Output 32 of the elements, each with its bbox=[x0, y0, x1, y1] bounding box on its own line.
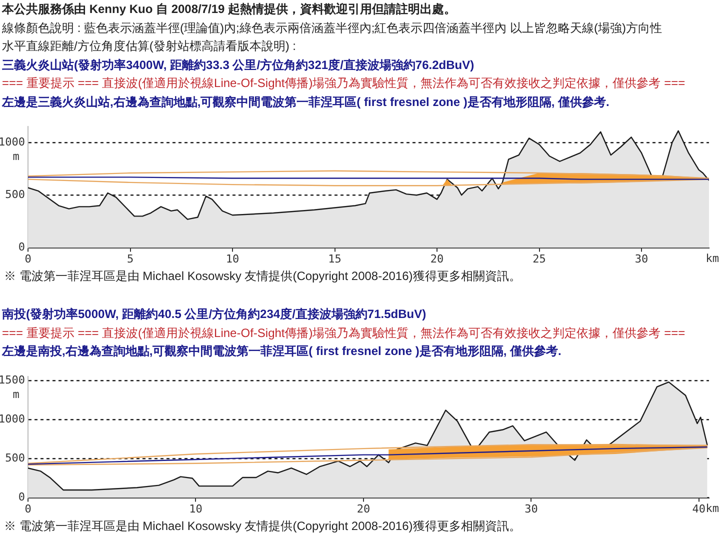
x-tick-label: 15 bbox=[328, 252, 342, 266]
x-tick-label: 40 bbox=[692, 502, 706, 515]
x-tick-label: 30 bbox=[634, 252, 648, 266]
y-tick-label: 1000 bbox=[0, 135, 25, 148]
chart-title: 南投(發射功率5000W, 距離約40.5 公里/方位角約234度/直接波場強約71.5dBuV) bbox=[1, 306, 428, 323]
text: ※ 電波第一菲涅耳區是由 Michael Kosowsky 友情提供(Copyright 2008-2016)獲得更多相關資訊。 bbox=[3, 518, 522, 534]
y-tick-label: 500 bbox=[5, 451, 25, 464]
text: 左邊是三義火炎山站,右邊為查詢地點,可觀察中間電波第一菲涅耳區( first fresnel zone )是否有地形阻隔, 僅供參考. bbox=[0, 94, 610, 110]
x-tick-label: 30 bbox=[524, 502, 538, 515]
x-tick-label: 10 bbox=[189, 502, 202, 515]
text: ※ 電波第一菲涅耳區是由 Michael Kosowsky 友情提供(Copyright 2008-2016)獲得更多相關資訊。 bbox=[3, 268, 522, 285]
chart-title: 三義火炎山站(發射功率3400W, 距離約33.3 公里/方位角約321度/直接波場強約76.2dBuV) bbox=[1, 56, 476, 74]
x-tick-label: 25 bbox=[532, 252, 546, 266]
chart-subtitle: === 重要提示 === 直接波(僅適用於視線Line-Of-Sight傳播)場強乃為實驗性質，無法作為可否有效接收之判定依據，僅供參考 === bbox=[1, 324, 686, 342]
x-axis-title: km bbox=[706, 252, 720, 266]
x-axis-title: km bbox=[706, 502, 720, 515]
text: 左邊是南投,右邊為查詢地點,可觀察中間電波第一菲涅耳區( first fresnel zone )是否有地形阻隔, 僅供參考. bbox=[0, 343, 562, 360]
y-tick-label: 1500 bbox=[0, 372, 25, 386]
text: 線條顏色說明 : 藍色表示涵蓋半徑(理論值)內;綠色表示兩倍涵蓋半徑內;紅色表示四倍涵蓋半徑內 以上皆忽略天線(場強)方向性 bbox=[1, 20, 663, 36]
x-tick-label: 20 bbox=[430, 252, 444, 266]
y-tick-label: 500 bbox=[5, 188, 25, 201]
y-tick-label: 0 bbox=[18, 240, 25, 254]
x-tick-label: 5 bbox=[126, 252, 134, 266]
y-tick-label: 0 bbox=[18, 490, 25, 504]
x-tick-label: 20 bbox=[356, 502, 370, 515]
x-tick-label: 10 bbox=[226, 252, 240, 266]
y-axis-title: m bbox=[12, 387, 20, 400]
y-tick-label: 1000 bbox=[0, 412, 25, 425]
chart-subtitle: === 重要提示 === 直接波(僅適用於視線Line-Of-Sight傳播)場強乃為實驗性質，無法作為可否有效接收之判定依據，僅供參考 === bbox=[1, 75, 686, 92]
text: 水平直線距離/方位角度估算(發射站標高請看版本說明) : bbox=[1, 38, 297, 55]
text: 本公共服務係由 Kenny Kuo 自 2008/7/19 起熱情提供，資料歡迎引用但請註明出處。 bbox=[0, 1, 458, 18]
y-axis-title: m bbox=[12, 150, 20, 163]
